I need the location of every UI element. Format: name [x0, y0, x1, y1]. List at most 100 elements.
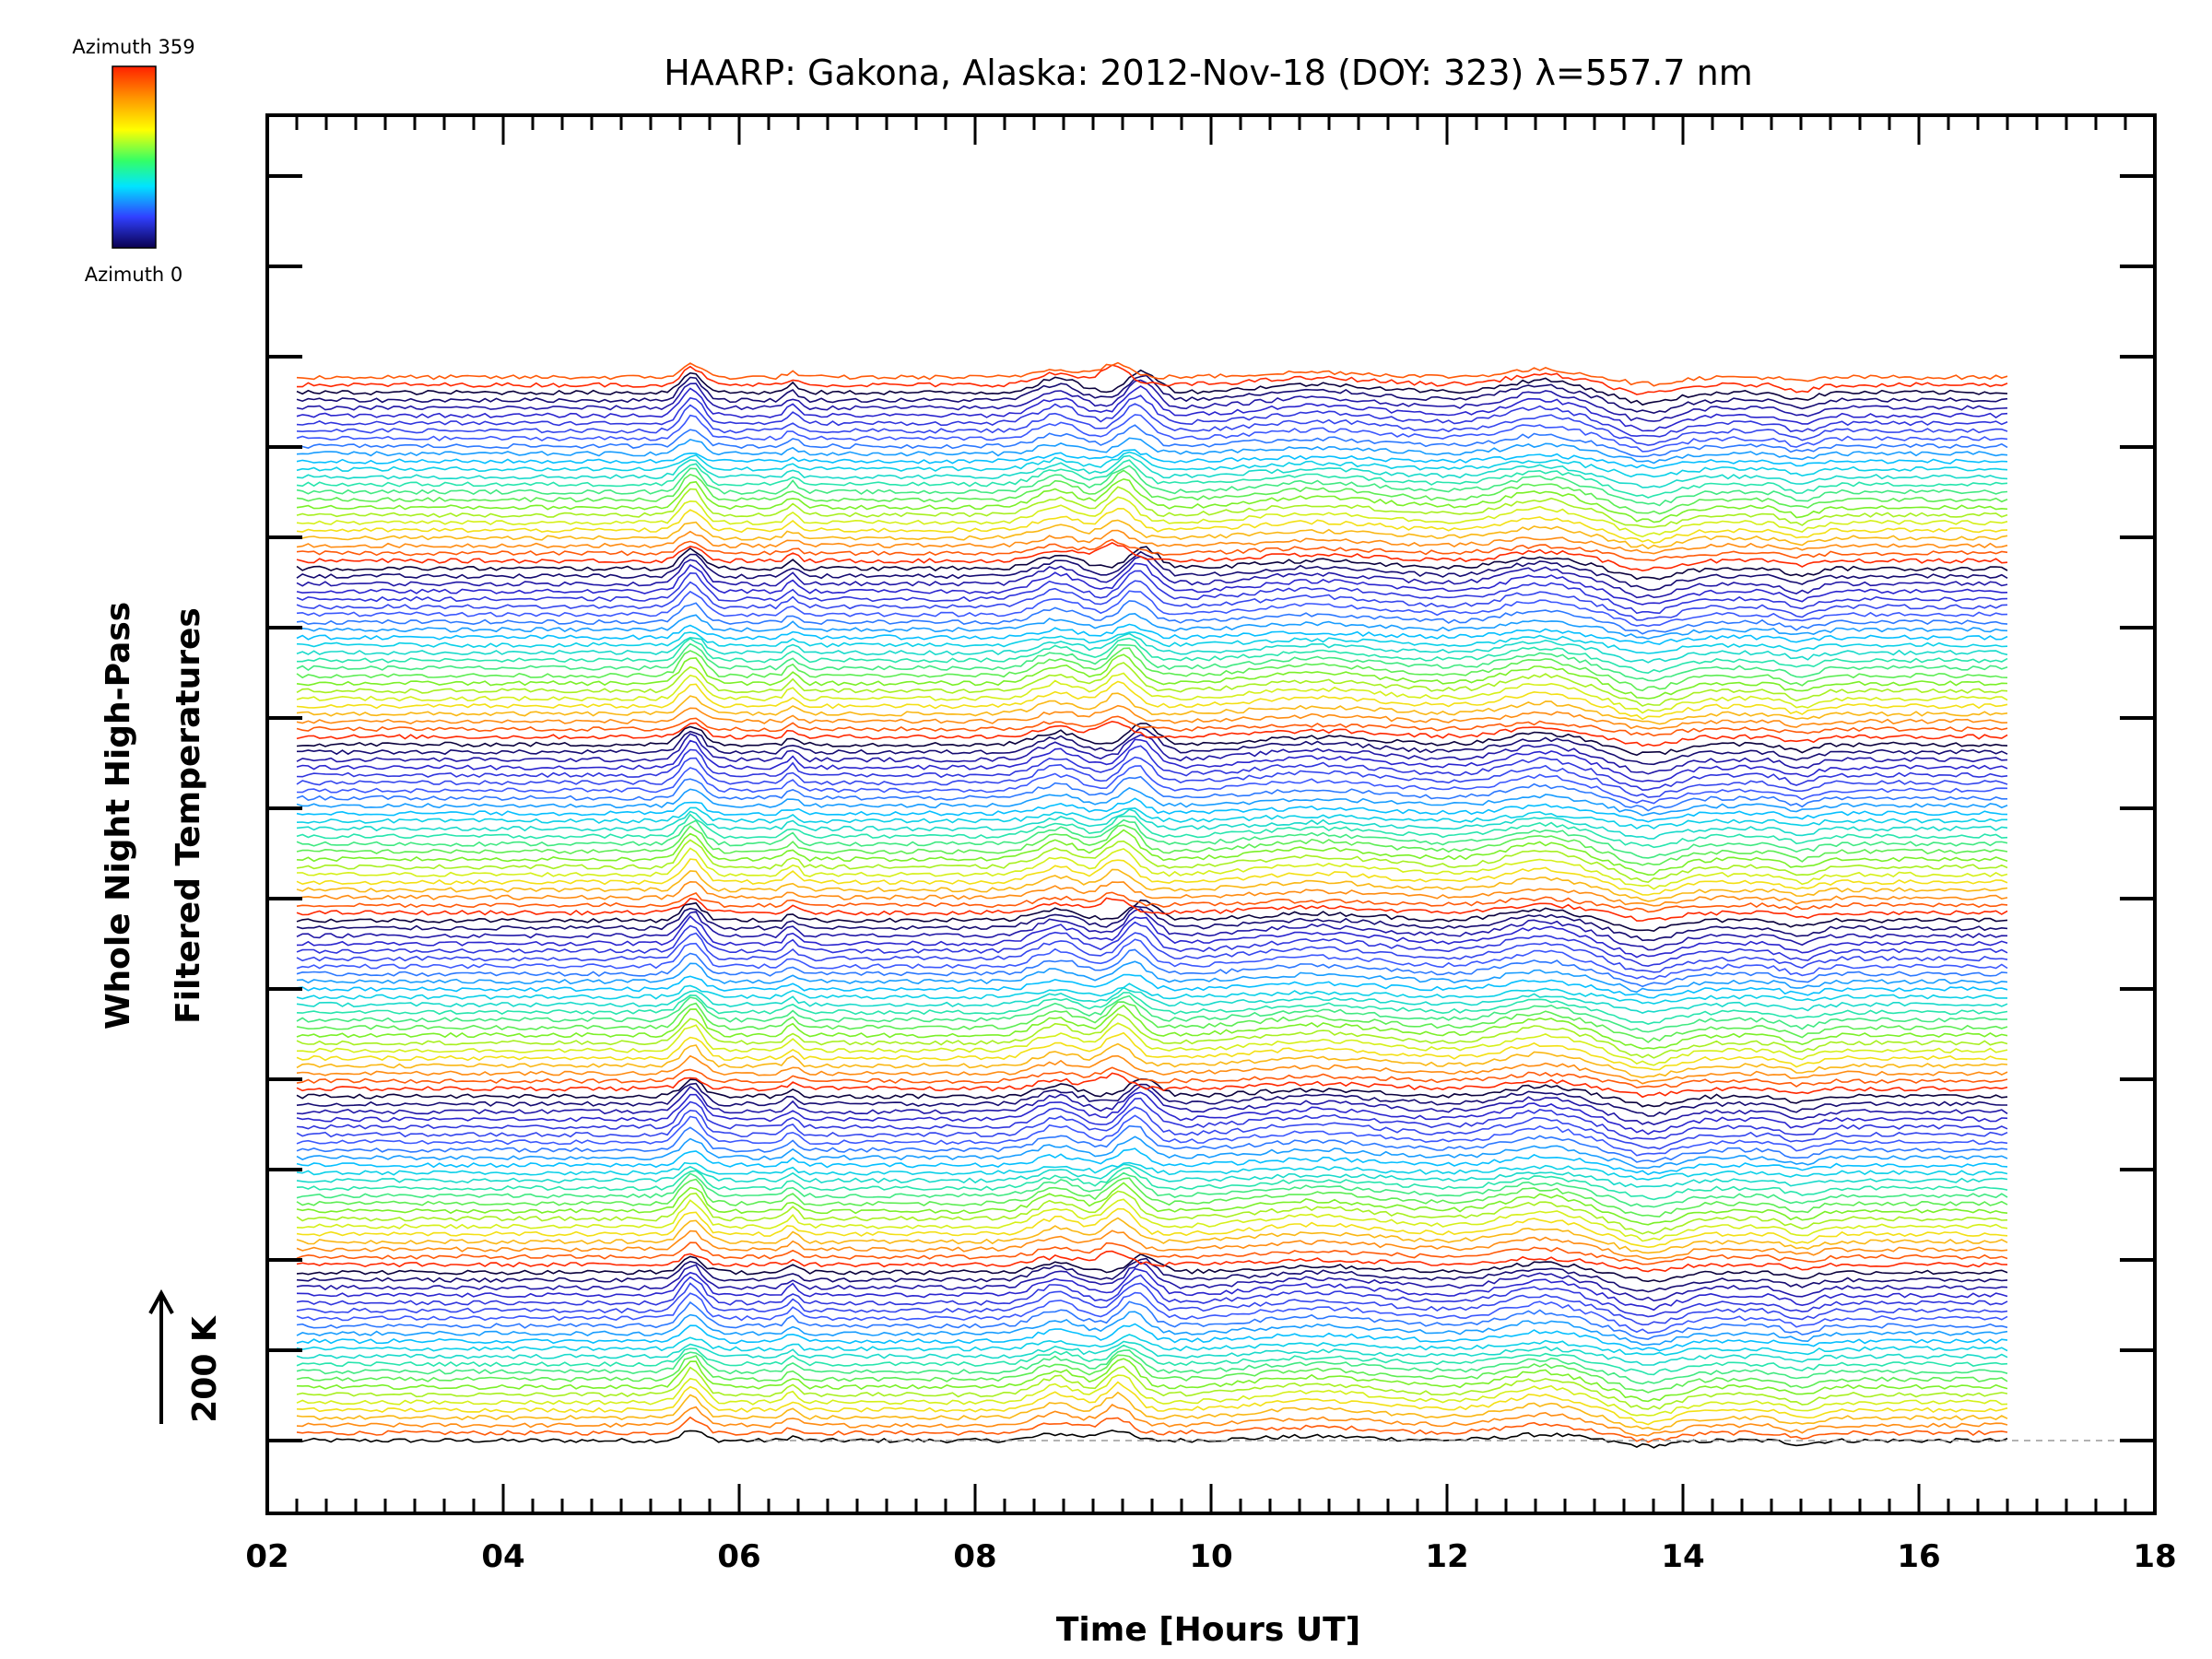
- x-tick-label: 06: [717, 1538, 760, 1575]
- series-line: [296, 642, 2008, 682]
- series-line: [296, 449, 2008, 469]
- series-line: [296, 1267, 2008, 1312]
- series-line: [296, 580, 2008, 621]
- series-line: [296, 1124, 2008, 1163]
- series-line: [296, 1311, 2008, 1347]
- series-line: [296, 1106, 2008, 1150]
- chart-title: HAARP: Gakona, Alaska: 2012-Nov-18 (DOY:…: [664, 53, 1753, 93]
- series-line: [296, 858, 2008, 896]
- x-tick-label: 16: [1897, 1538, 1940, 1575]
- series-line: [296, 1300, 2008, 1340]
- series-line: [296, 738, 2008, 782]
- series-line: [296, 1340, 2008, 1366]
- series-line: [296, 612, 2008, 640]
- series-line: [296, 451, 2008, 478]
- series-line: [296, 818, 2008, 859]
- series-line: [296, 715, 2008, 737]
- series-line: [296, 1241, 2008, 1265]
- series-line: [296, 1135, 2008, 1170]
- series-line: [296, 1163, 2008, 1188]
- series-line: [296, 1416, 2008, 1443]
- axis-ticks: [265, 115, 2157, 1513]
- series-line: [296, 403, 2008, 446]
- series-line: [296, 1282, 2008, 1326]
- series-line: [296, 538, 2008, 562]
- series-line: [296, 692, 2008, 725]
- series-line: [296, 808, 2008, 840]
- series-line: [296, 541, 2008, 572]
- series-line: [296, 899, 2008, 933]
- series-line: [296, 374, 2008, 415]
- series-line: [296, 1097, 2008, 1140]
- series-line: [296, 454, 2008, 488]
- series-line: [296, 1323, 2008, 1352]
- series-line: [296, 1381, 2008, 1426]
- series-line: [296, 623, 2008, 645]
- series-line: [296, 680, 2008, 721]
- series-line: [296, 1261, 2008, 1302]
- series-line: [296, 1430, 2008, 1449]
- series-line: [296, 787, 2008, 817]
- series-line: [296, 1177, 2008, 1218]
- series-line: [296, 486, 2008, 528]
- series-line: [296, 1217, 2008, 1254]
- series-line: [296, 847, 2008, 890]
- series-line: [296, 733, 2008, 775]
- series-line: [296, 477, 2008, 524]
- series-line: [296, 891, 2008, 913]
- series-line: [296, 1004, 2008, 1050]
- series-line: [296, 1091, 2008, 1135]
- series-line: [296, 992, 2008, 1025]
- x-axis-label: Time [Hours UT]: [1056, 1611, 1360, 1649]
- series-line: [296, 1291, 2008, 1335]
- series-line: [296, 960, 2008, 994]
- x-tick-label: 10: [1189, 1538, 1232, 1575]
- series-line: [296, 813, 2008, 849]
- series-line: [296, 590, 2008, 628]
- series-line: [296, 1171, 2008, 1208]
- series-line: [296, 631, 2008, 654]
- series-group: [296, 361, 2008, 1449]
- series-line: [296, 880, 2008, 907]
- series-line: [296, 1167, 2008, 1201]
- scale-arrow-icon: [148, 1288, 174, 1424]
- series-line: [296, 908, 2008, 951]
- series-line: [296, 829, 2008, 877]
- series-line: [296, 469, 2008, 515]
- series-line: [296, 556, 2008, 599]
- series-line: [296, 1022, 2008, 1066]
- colorbar-top-label: Azimuth 359: [72, 36, 194, 58]
- series-line: [296, 562, 2008, 606]
- x-tick-label: 04: [481, 1538, 524, 1575]
- series-line: [296, 1250, 2008, 1273]
- series-line: [296, 600, 2008, 635]
- x-tick-labels: 02 04 06 08 10 12 14 16 18: [245, 1538, 2176, 1575]
- series-line: [296, 1358, 2008, 1403]
- series-line: [296, 1013, 2008, 1059]
- series-line: [296, 1354, 2008, 1394]
- series-line: [296, 938, 2008, 980]
- series-line: [296, 1274, 2008, 1318]
- series-line: [296, 986, 2008, 1014]
- series-line: [296, 932, 2008, 973]
- series-line: [296, 1031, 2008, 1071]
- series-line: [296, 1072, 2008, 1099]
- series-line: [296, 905, 2008, 942]
- y-axis-label-line2: Filtered Temperatures: [170, 607, 207, 1024]
- series-line: [296, 915, 2008, 959]
- series-line: [296, 1198, 2008, 1242]
- series-line: [296, 1230, 2008, 1261]
- series-line: [296, 1334, 2008, 1357]
- series-line: [296, 720, 2008, 747]
- series-line: [296, 797, 2008, 823]
- series-line: [296, 921, 2008, 968]
- x-tick-label: 12: [1425, 1538, 1468, 1575]
- series-line: [296, 994, 2008, 1033]
- x-tick-label: 14: [1661, 1538, 1704, 1575]
- series-line: [296, 1066, 2008, 1088]
- series-line: [296, 369, 2008, 406]
- series-line: [296, 973, 2008, 999]
- series-line: [297, 726, 2008, 766]
- series-line: [296, 1001, 2008, 1043]
